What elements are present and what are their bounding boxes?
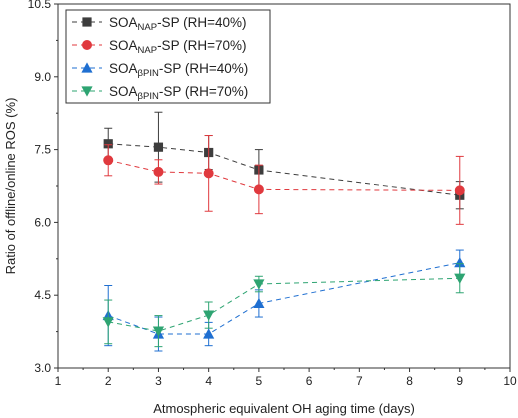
legend-item: SOAβPIN-SP (RH=70%) <box>72 84 248 102</box>
x-axis-label: Atmospheric equivalent OH aging time (da… <box>153 401 415 416</box>
data-point <box>253 279 265 290</box>
series-layer <box>102 111 466 352</box>
legend-marker <box>82 17 92 27</box>
data-point <box>103 139 113 149</box>
data-point <box>203 310 215 321</box>
legend-item: SOANAP-SP (RH=70%) <box>72 38 246 56</box>
x-tick-label: 5 <box>256 374 263 388</box>
legend-label: SOANAP-SP (RH=70%) <box>109 38 246 56</box>
legend: SOANAP-SP (RH=40%) SOANAP-SP (RH=70%) SOAβ… <box>65 9 271 104</box>
data-point <box>454 257 466 268</box>
x-tick-label: 8 <box>406 374 413 388</box>
x-tick-label: 4 <box>205 374 212 388</box>
y-axis-label: Ratio of offline/online ROS (%) <box>3 98 18 275</box>
legend-item: SOANAP-SP (RH=40%) <box>72 15 246 33</box>
y-tick-label: 3.0 <box>34 361 51 375</box>
legend-label: SOAβPIN-SP (RH=70%) <box>109 84 248 102</box>
x-tick-label: 10 <box>503 374 517 388</box>
y-tick-label: 7.5 <box>34 143 51 157</box>
axis-ticks: 1 2 3 4 5 6 7 8 9 10 3.0 4.5 6.0 7.5 9.0 10.5 <box>28 0 517 388</box>
x-tick-label: 9 <box>456 374 463 388</box>
data-point <box>203 328 215 339</box>
legend-marker <box>81 86 93 97</box>
series-2 <box>103 135 465 225</box>
legend-marker <box>81 62 93 73</box>
legend-box <box>65 9 271 104</box>
series-3 <box>102 249 466 352</box>
legend-marker <box>82 40 92 50</box>
data-point <box>152 326 165 337</box>
y-tick-label: 4.5 <box>34 288 51 302</box>
legend-label: SOAβPIN-SP (RH=40%) <box>109 61 248 79</box>
y-tick-label: 10.5 <box>28 0 52 11</box>
series-4 <box>102 263 466 348</box>
legend-item: SOAβPIN-SP (RH=40%) <box>72 61 248 79</box>
series-line <box>108 262 460 335</box>
x-tick-label: 6 <box>306 374 313 388</box>
data-point <box>102 317 114 328</box>
data-point <box>454 185 465 196</box>
x-tick-label: 2 <box>105 374 112 388</box>
series-1 <box>103 111 465 210</box>
y-tick-label: 6.0 <box>34 215 51 229</box>
data-point <box>153 166 164 177</box>
data-point <box>253 297 265 309</box>
data-point <box>103 155 114 166</box>
x-tick-label: 7 <box>356 374 363 388</box>
x-tick-label: 3 <box>155 374 162 388</box>
x-tick-label: 1 <box>55 374 62 388</box>
data-point <box>253 184 264 195</box>
data-point <box>454 273 466 284</box>
series-line <box>108 277 460 332</box>
data-point <box>203 168 214 179</box>
legend-label: SOANAP-SP (RH=40%) <box>109 15 246 33</box>
y-tick-label: 9.0 <box>34 70 51 84</box>
data-point <box>153 142 164 152</box>
